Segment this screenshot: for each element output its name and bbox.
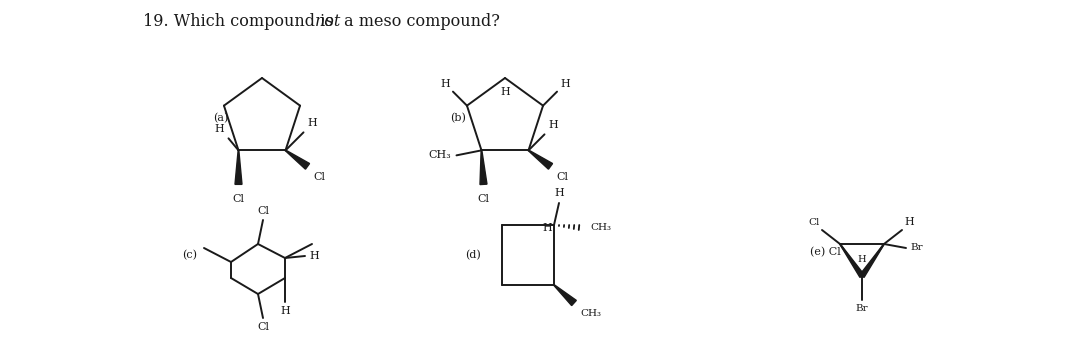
- Text: Br: Br: [855, 304, 868, 313]
- Text: H: H: [308, 118, 318, 128]
- Text: H: H: [215, 124, 225, 134]
- Text: H: H: [561, 79, 570, 89]
- Text: (a): (a): [213, 113, 228, 123]
- Text: (e) Cl: (e) Cl: [810, 247, 840, 257]
- Text: not: not: [315, 14, 341, 31]
- Text: H: H: [500, 87, 510, 97]
- Text: Br: Br: [910, 244, 922, 253]
- Text: a meso compound?: a meso compound?: [339, 14, 500, 31]
- Polygon shape: [285, 150, 310, 169]
- Text: Cl: Cl: [232, 195, 244, 204]
- Text: H: H: [904, 217, 914, 227]
- Text: CH₃: CH₃: [580, 309, 600, 318]
- Polygon shape: [528, 150, 553, 169]
- Polygon shape: [235, 150, 242, 184]
- Text: H: H: [549, 120, 558, 130]
- Text: Cl: Cl: [313, 172, 325, 182]
- Text: Cl: Cl: [809, 218, 820, 227]
- Text: Cl: Cl: [257, 206, 269, 216]
- Text: H: H: [309, 251, 319, 261]
- Text: Cl: Cl: [257, 322, 269, 332]
- Text: H: H: [441, 79, 450, 89]
- Polygon shape: [860, 244, 885, 277]
- Text: Cl: Cl: [477, 195, 489, 204]
- Text: H: H: [858, 255, 866, 264]
- Polygon shape: [554, 285, 577, 306]
- Text: Cl: Cl: [556, 172, 568, 182]
- Text: (c): (c): [183, 250, 197, 260]
- Text: (b): (b): [450, 113, 465, 123]
- Polygon shape: [840, 244, 864, 277]
- Text: 19. Which compound is: 19. Which compound is: [143, 14, 339, 31]
- Text: H: H: [280, 306, 289, 316]
- Polygon shape: [480, 150, 487, 184]
- Text: H: H: [554, 188, 564, 198]
- Text: (d): (d): [465, 250, 481, 260]
- Text: H: H: [542, 223, 552, 233]
- Text: CH₃: CH₃: [590, 223, 611, 232]
- Text: CH₃: CH₃: [429, 150, 451, 160]
